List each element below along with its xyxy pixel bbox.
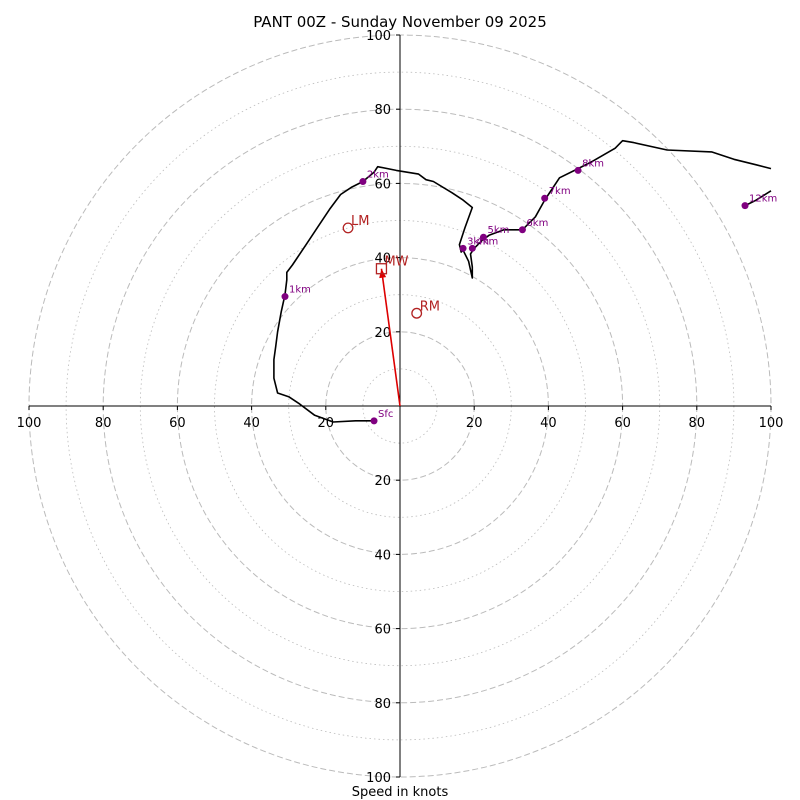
y-tick-label: 20	[374, 474, 391, 489]
storm-motion-marker-mw	[375, 263, 388, 275]
x-tick-label: 60	[614, 416, 631, 431]
tick-labels: 100 80 60 40 20 20 40 60 80 100 100 80 60 40 20 20 40 60 8…	[17, 29, 784, 786]
y-tick-label: 100	[366, 29, 391, 44]
x-tick-label: 20	[466, 416, 483, 431]
x-axis-label: Speed in knots	[352, 785, 449, 800]
height-label-4km: 4km	[476, 236, 498, 247]
height-label-6km: 6km	[526, 218, 548, 229]
storm-motion-marker-lm	[342, 222, 354, 234]
hodograph-trace-line	[273, 139, 772, 423]
height-label-1km: 1km	[289, 285, 311, 296]
storm-motion-label-lm: LM	[351, 214, 369, 229]
y-tick-label: 20	[374, 326, 391, 341]
height-marker-3km	[459, 244, 467, 252]
height-marker-5km	[479, 233, 487, 241]
chart-title: PANT 00Z - Sunday November 09 2025	[253, 13, 547, 31]
height-marker-2km	[359, 178, 367, 186]
height-label-5km: 5km	[487, 225, 509, 236]
x-tick-label: 40	[540, 416, 557, 431]
y-tick-label: 80	[374, 103, 391, 118]
height-label-2km: 2km	[367, 170, 389, 181]
y-tick-label: 100	[366, 771, 391, 786]
height-label-sfc: Sfc	[378, 409, 393, 420]
hodograph-trace	[273, 139, 772, 423]
mean-wind-arrow	[380, 268, 401, 407]
height-marker-4km	[468, 244, 476, 252]
x-tick-label: 20	[318, 416, 335, 431]
y-tick-label: 80	[374, 697, 391, 712]
height-marker-sfc	[370, 417, 378, 425]
y-tick-label: 40	[374, 252, 391, 267]
storm-motion-marker-rm	[411, 307, 423, 319]
x-tick-label: 80	[95, 416, 112, 431]
height-marker-12km	[741, 202, 749, 210]
x-tick-label: 100	[759, 416, 784, 431]
height-label-12km: 12km	[749, 194, 777, 205]
height-label-7km: 7km	[549, 186, 571, 197]
y-tick-label: 40	[374, 548, 391, 563]
hodograph-trace-tail	[744, 190, 772, 207]
height-marker-6km	[518, 226, 526, 234]
storm-motion-label-mw: MW	[384, 255, 408, 270]
storm-motion-label-rm: RM	[420, 299, 440, 314]
height-marker-7km	[541, 194, 549, 202]
x-tick-label: 60	[169, 416, 186, 431]
x-tick-label: 80	[689, 416, 706, 431]
y-tick-label: 60	[374, 177, 391, 192]
height-marker-8km	[574, 166, 582, 174]
y-tick-label: 60	[374, 623, 391, 638]
height-marker-1km	[281, 293, 289, 301]
x-tick-label: 40	[243, 416, 260, 431]
height-label-3km: 3km	[467, 236, 489, 247]
storm-motion-markers: LM MW RM	[342, 214, 440, 407]
x-tick-label: 100	[17, 416, 42, 431]
height-label-8km: 8km	[582, 158, 604, 169]
